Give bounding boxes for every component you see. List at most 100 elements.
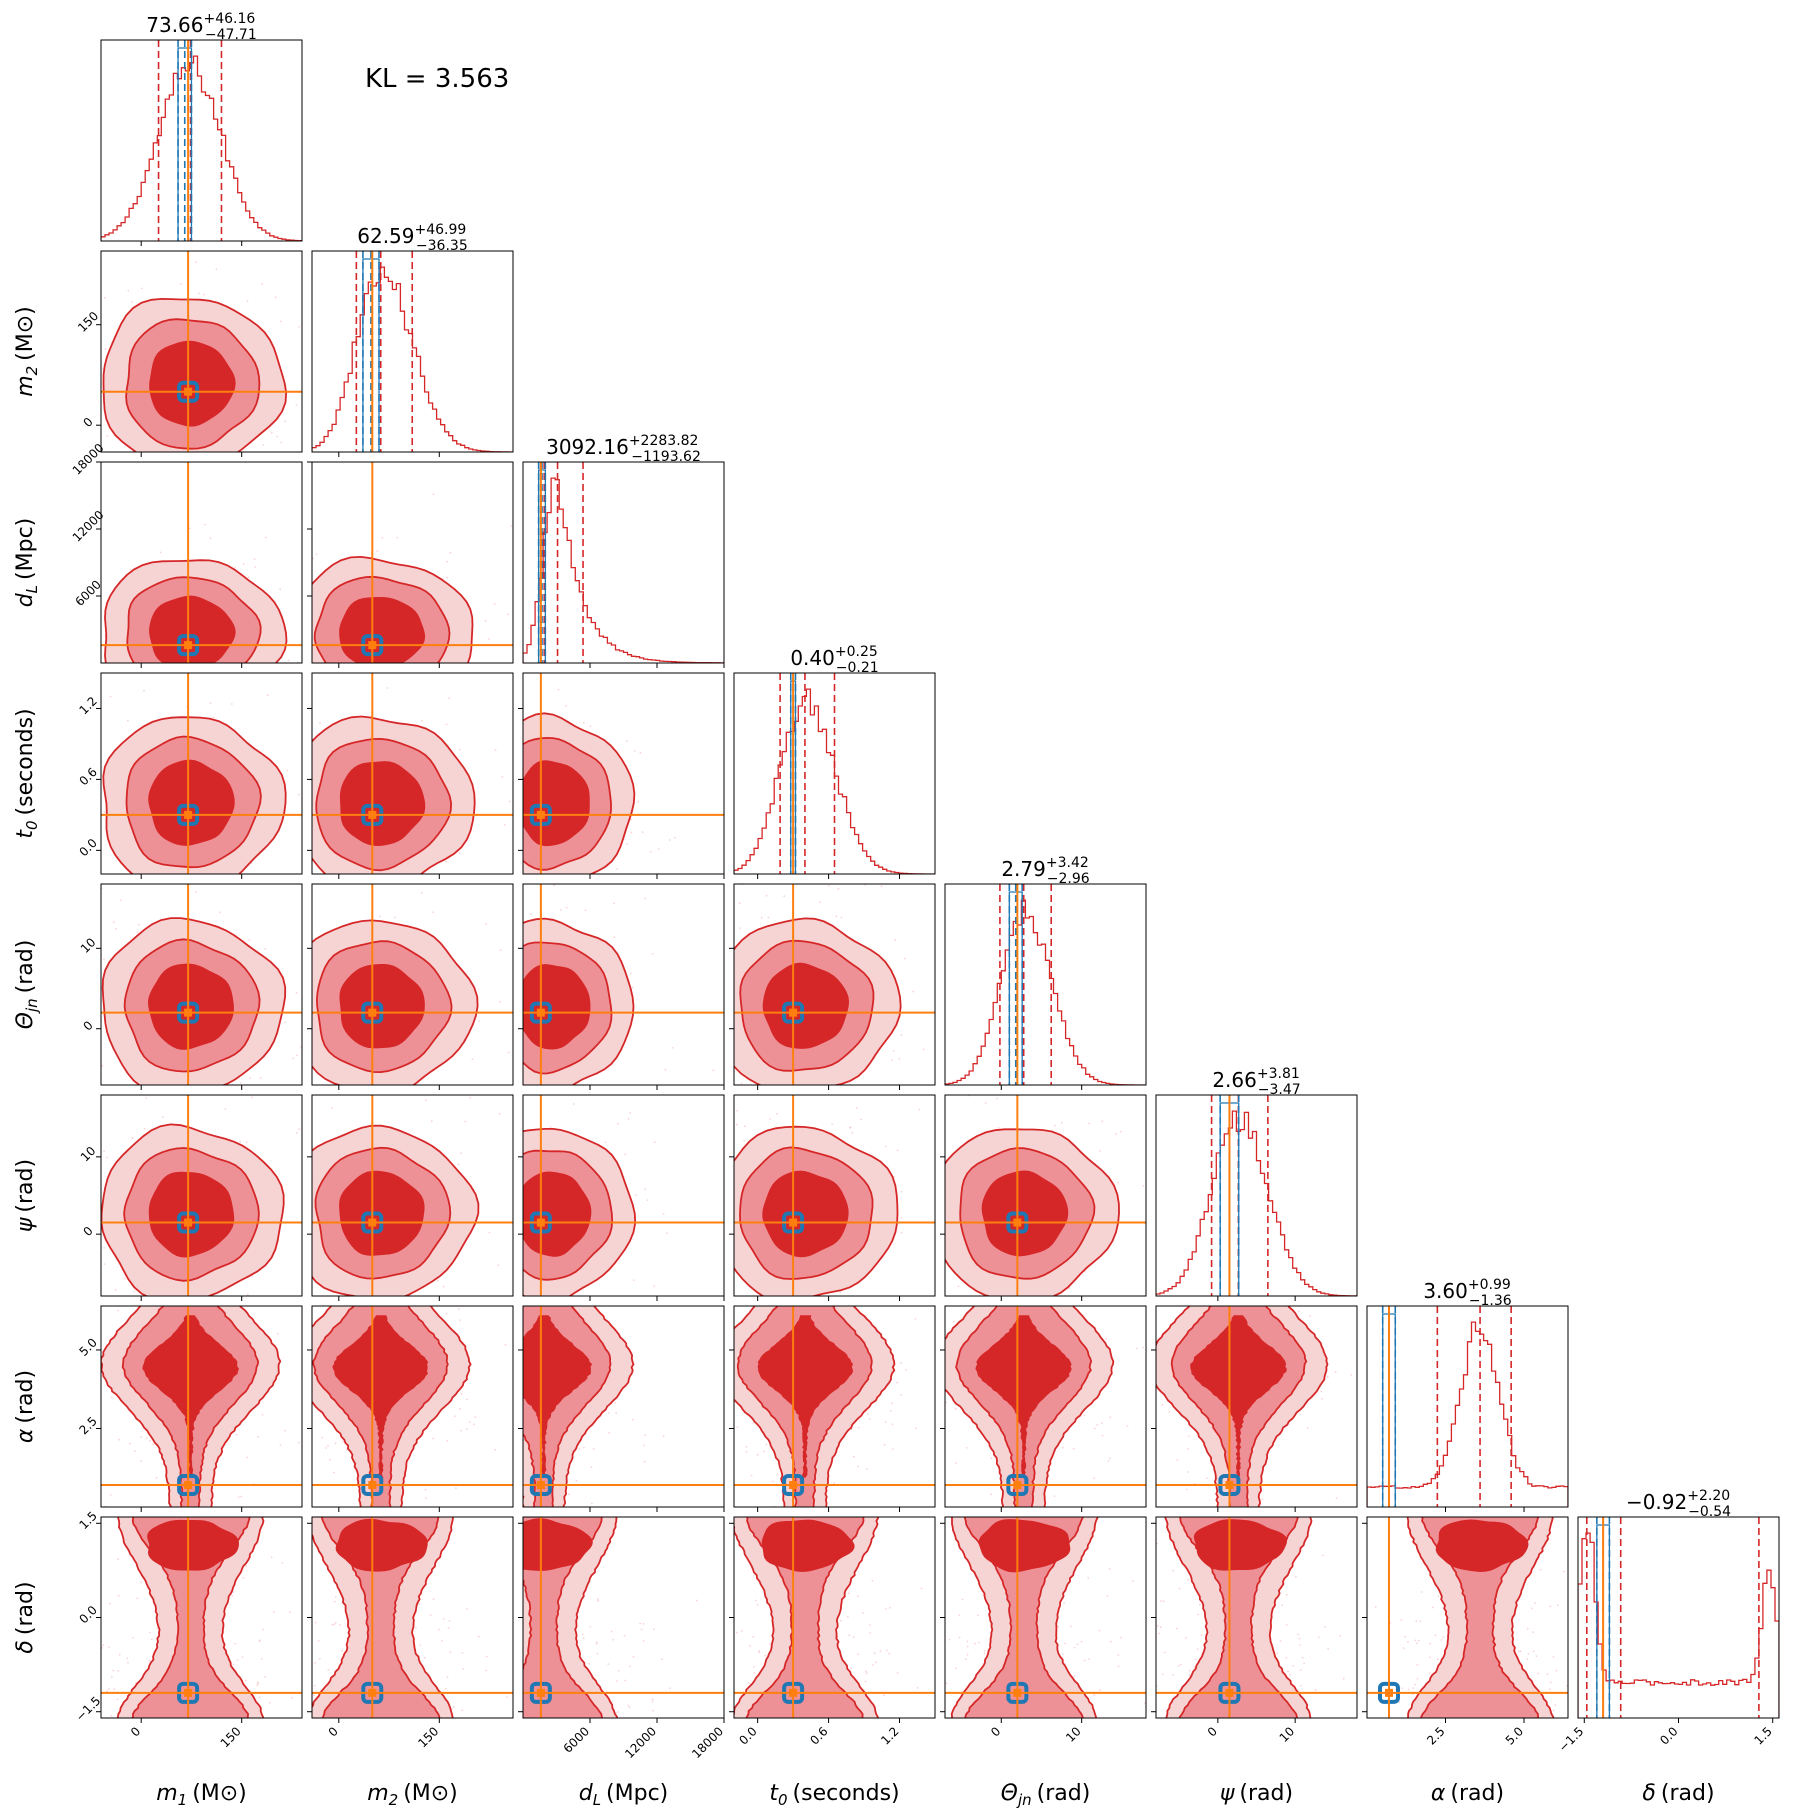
- hist-panel-5: 2.66+3.81 −3.47: [1155, 1066, 1358, 1301]
- truth-marker-7-2: [536, 1688, 545, 1697]
- contour-inner-5-1: [339, 1170, 425, 1256]
- panel-5-1: [307, 1094, 514, 1301]
- panel-7-5: 0 10: [1151, 1516, 1358, 1745]
- hist-panel-7: −0.92+2.20 −0.54 −1.5 0.0 1.5: [1556, 1488, 1780, 1755]
- panel-frame-5-1: [311, 1094, 514, 1297]
- panel-7-0: 0 150 −1.5 0.0 1.5: [73, 1509, 303, 1750]
- histogram-a-2: [523, 477, 724, 663]
- x-tick-label-6-0: 2.5: [1424, 1724, 1447, 1747]
- histogram-a-6: [1367, 1321, 1568, 1507]
- panel-6-2: [518, 1305, 725, 1512]
- x-tick-label-7-2: 1.5: [1751, 1724, 1774, 1747]
- truth-marker-5-2: [536, 1218, 545, 1227]
- hist-panel-6: 3.60+0.99 −1.36: [1366, 1277, 1569, 1512]
- kl-divergence-label: KL = 3.563: [365, 64, 510, 94]
- truth-marker-7-6: [1384, 1688, 1393, 1697]
- x-tick-label-1-1: 150: [415, 1724, 441, 1750]
- truth-marker-7-3: [789, 1688, 798, 1697]
- x-axis-label-2: dL (Mpc): [579, 1781, 669, 1809]
- hist-title-5: 2.66+3.81 −3.47: [1212, 1066, 1300, 1098]
- y-tick-label-6-1: 5.0: [76, 1335, 99, 1358]
- panel-frame-4-0: [100, 883, 303, 1086]
- x-tick-label-7-1: 0.0: [1657, 1724, 1680, 1747]
- y-axis-label-3: t0(seconds): [13, 708, 41, 838]
- panel-5-2: [518, 1094, 725, 1301]
- panel-frame-2-1: [311, 461, 514, 664]
- y-tick-label-3-2: 1.2: [76, 694, 99, 717]
- panel-4-3: [729, 883, 936, 1090]
- panel-1-0: 0 150: [75, 250, 303, 457]
- y-axis-label-7: δ(rad): [13, 1581, 38, 1653]
- contour-inner-7-3: [761, 1519, 855, 1572]
- truth-marker-5-1: [368, 1218, 377, 1227]
- panel-6-4: [940, 1305, 1147, 1512]
- x-tick-label-4-1: 10: [1063, 1724, 1084, 1745]
- x-axis-label-1: m2 (M⊙): [367, 1781, 458, 1809]
- x-tick-label-2-0: 6000: [561, 1724, 592, 1755]
- y-tick-label-3-1: 0.6: [76, 765, 99, 788]
- x-axis-label-0: m1 (M⊙): [156, 1781, 247, 1809]
- y-tick-label-4-0: 0: [81, 1018, 96, 1033]
- contour-inner-7-6: [1435, 1519, 1529, 1572]
- panel-3-1: [307, 672, 514, 879]
- panel-frame-1-1: [311, 250, 514, 453]
- panel-frame-2-2: [522, 461, 725, 664]
- truth-marker-3-1: [368, 810, 377, 819]
- x-axis-label-4: Θjn (rad): [1001, 1781, 1091, 1809]
- y-axis-label-2: dL(Mpc): [13, 518, 41, 608]
- panel-frame-5-2: [522, 1094, 725, 1297]
- x-axis-label-6: α (rad): [1431, 1781, 1504, 1806]
- y-tick-label-1-0: 0: [81, 415, 96, 430]
- truth-marker-6-4: [1013, 1481, 1022, 1490]
- hist-title-0: 73.66+46.16 −47.71: [146, 11, 256, 43]
- y-tick-label-3-0: 0.0: [76, 836, 99, 859]
- hist-panel-4: 2.79+3.42 −2.96: [944, 855, 1147, 1090]
- truth-marker-5-3: [789, 1218, 798, 1227]
- y-tick-label-4-1: 10: [78, 935, 99, 956]
- truth-marker-4-3: [789, 1008, 798, 1017]
- panel-5-3: [729, 1094, 936, 1301]
- truth-marker-6-5: [1225, 1481, 1234, 1490]
- y-tick-label-5-0: 0: [81, 1224, 96, 1239]
- panel-6-0: 2.5 5.0: [76, 1305, 303, 1512]
- panel-frame-3-2: [522, 672, 725, 875]
- panel-4-0: 0 10: [78, 883, 303, 1090]
- panel-frame-0-0: [100, 39, 303, 242]
- contour-inner-4-3: [762, 962, 850, 1049]
- histogram-a-3: [734, 688, 935, 874]
- y-tick-label-6-0: 2.5: [76, 1414, 99, 1437]
- x-tick-label-0-0: 0: [128, 1724, 143, 1739]
- histogram-a-5: [1156, 1110, 1357, 1296]
- panel-6-1: [307, 1305, 514, 1512]
- y-axis-label-4: Θjn(rad): [13, 940, 41, 1030]
- truth-marker-1-0: [184, 387, 193, 396]
- x-tick-label-5-1: 10: [1277, 1724, 1298, 1745]
- panel-frame-5-4: [944, 1094, 1147, 1297]
- panel-frame-3-0: [100, 672, 303, 875]
- truth-marker-7-0: [184, 1688, 193, 1697]
- histogram-a-0: [101, 55, 302, 241]
- hist-title-6: 3.60+0.99 −1.36: [1423, 1277, 1511, 1309]
- panel-7-4: 0 10: [940, 1516, 1147, 1745]
- contour-inner-7-5: [1193, 1519, 1287, 1571]
- panel-frame-4-2: [522, 883, 725, 1086]
- x-axis-label-7: δ (rad): [1642, 1781, 1714, 1806]
- contour-inner-4-2: [523, 964, 591, 1050]
- contour-mid-7-4: [963, 1517, 1084, 1718]
- y-tick-label-7-0: −1.5: [73, 1694, 104, 1725]
- panel-5-4: [940, 1094, 1147, 1301]
- contour-mid-7-5: [1178, 1517, 1299, 1718]
- panel-frame-6-0: [100, 1305, 303, 1508]
- panel-7-1: 0 150: [307, 1516, 514, 1750]
- truth-marker-3-2: [536, 810, 545, 819]
- contour-inner-7-4: [978, 1519, 1071, 1573]
- panel-frame-5-3: [733, 1094, 936, 1297]
- contour-inner-3-1: [339, 761, 426, 847]
- y-tick-label-2-0: 6000: [72, 577, 103, 608]
- truth-marker-6-0: [184, 1481, 193, 1490]
- hist-title-7: −0.92+2.20 −0.54: [1626, 1488, 1731, 1520]
- panel-7-2: 6000 12000 18000: [518, 1516, 726, 1761]
- panel-frame-4-1: [311, 883, 514, 1086]
- panel-frame-1-0: [100, 250, 303, 453]
